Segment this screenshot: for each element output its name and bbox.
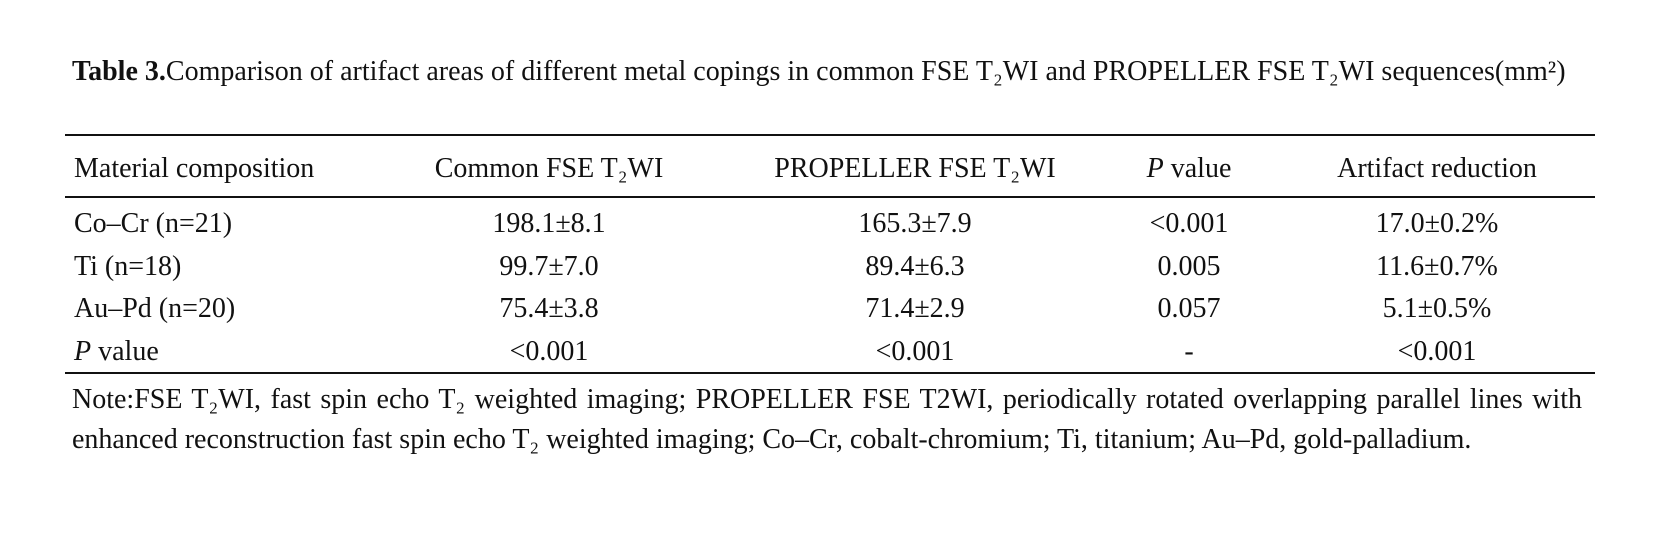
table-cell: 17.0±0.2%: [1375, 208, 1499, 239]
table-cell: 0.005: [1157, 251, 1221, 282]
note: Note:FSE T₂WI, fast spin echo T₂ weighte…: [72, 384, 1582, 455]
table-cell: <0.001: [509, 336, 589, 367]
bottom-rule: [65, 372, 1595, 374]
table-cell: P value: [74, 336, 159, 368]
table-cell: 89.4±6.3: [865, 251, 965, 282]
caption-label: Table 3.: [72, 56, 166, 87]
caption: Table 3.Comparison of artifact areas of …: [72, 52, 1582, 92]
header-cell: P value: [1147, 153, 1232, 185]
header-cell: Artifact reduction: [1337, 153, 1537, 184]
cell-text: value: [91, 336, 159, 367]
table-cell: 0.057: [1157, 293, 1221, 324]
table-cell: Au–Pd (n=20): [74, 293, 236, 324]
table-cell: 71.4±2.9: [865, 293, 965, 324]
table-cell: 99.7±7.0: [499, 251, 599, 282]
table-cell: 11.6±0.7%: [1376, 251, 1498, 282]
table-cell: <0.001: [1149, 208, 1229, 239]
cell-text: value: [1163, 153, 1232, 184]
caption-text: Comparison of artifact areas of differen…: [165, 56, 1566, 87]
header-cell: PROPELLER FSE T₂WI: [774, 153, 1056, 184]
table-cell: 165.3±7.9: [858, 208, 972, 239]
table-cell: <0.001: [1397, 336, 1477, 367]
table-cell: -: [1184, 336, 1194, 367]
header-rule: [65, 196, 1595, 198]
table-cell: 5.1±0.5%: [1382, 293, 1492, 324]
table-cell: 198.1±8.1: [492, 208, 606, 239]
table-cell: <0.001: [875, 336, 955, 367]
table-cell: 75.4±3.8: [499, 293, 599, 324]
table-cell: Co–Cr (n=21): [74, 208, 233, 239]
italic-symbol: P: [1146, 153, 1164, 184]
top-rule: [65, 134, 1595, 136]
header-cell: Common FSE T₂WI: [434, 153, 664, 184]
header-cell: Material composition: [74, 153, 315, 184]
table-cell: Ti (n=18): [74, 251, 182, 282]
italic-symbol: P: [74, 336, 92, 367]
